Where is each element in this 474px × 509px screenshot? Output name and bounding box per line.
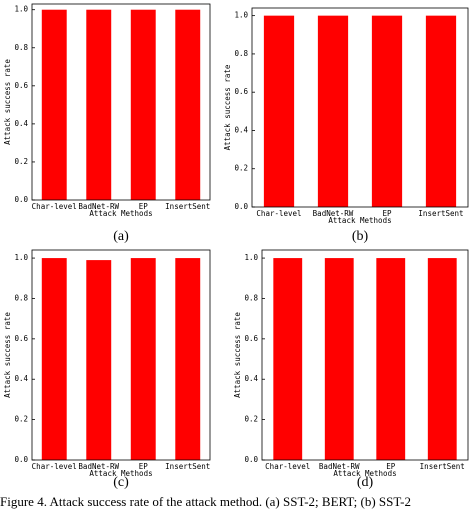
bar [130,9,156,200]
y-tick-label: 0.4 [234,125,248,134]
bar [273,258,303,460]
x-tick-label: BadNet-RW [78,202,119,211]
y-tick-label: 0.6 [14,81,28,90]
panel-label: (c) [113,475,129,490]
y-tick-label: 0.2 [14,415,28,424]
plot-frame [31,3,211,201]
y-tick-label: 0.4 [14,119,28,128]
caption: Figure 4. Attack success rate of the att… [0,494,411,509]
panel-label: (b) [352,229,369,244]
panel-label: (a) [113,229,129,244]
bar [371,15,403,208]
y-tick-label: 0.2 [14,157,28,166]
y-tick-label: 1.0 [234,11,248,20]
y-tick-label: 1.0 [14,5,28,14]
y-axis-label: Attack success rate [3,59,12,145]
panel-label: (d) [357,475,374,490]
y-tick-label: 1.0 [14,253,28,262]
x-tick-label: Char-level [32,462,77,471]
x-tick-label: EP [139,202,149,211]
x-axis-label: Attack Methods [89,209,152,218]
y-tick-label: 0.6 [244,334,258,343]
x-tick-label: InsertSent [418,209,463,218]
bar [376,258,406,460]
x-tick-label: Char-level [256,209,301,218]
y-tick-label: 0.0 [14,455,28,464]
x-tick-label: BadNet-RW [319,462,360,471]
bar [175,9,201,200]
y-tick-label: 0.6 [14,334,28,343]
y-tick-label: 0.8 [234,49,248,58]
y-tick-label: 0.2 [234,164,248,173]
bar [130,258,156,460]
x-axis-label: Attack Methods [333,469,396,478]
y-tick-label: 0.0 [234,202,248,211]
x-tick-label: InsertSent [165,462,210,471]
y-tick-label: 0.8 [14,293,28,302]
x-tick-label: InsertSent [420,462,465,471]
bar [425,15,457,208]
bar [324,258,354,460]
x-tick-label: InsertSent [165,202,210,211]
y-tick-label: 0.6 [234,87,248,96]
bar [86,260,112,460]
y-axis-label: Attack success rate [3,312,12,398]
x-tick-label: BadNet-RW [78,462,119,471]
bar [86,9,112,200]
y-tick-label: 0.8 [14,43,28,52]
y-tick-label: 0.2 [244,415,258,424]
y-tick-label: 0.4 [244,374,258,383]
x-tick-label: BadNet-RW [313,209,354,218]
plot-frame [31,249,211,461]
x-tick-label: EP [382,209,392,218]
y-tick-label: 0.0 [244,455,258,464]
x-tick-label: EP [386,462,396,471]
y-tick-label: 0.4 [14,374,28,383]
bar [427,258,457,460]
x-axis-label: Attack Methods [328,216,391,225]
y-tick-label: 0.0 [14,195,28,204]
bar [41,9,67,200]
y-tick-label: 0.8 [244,293,258,302]
plot-frame [251,7,469,208]
y-axis-label: Attack success rate [223,64,232,150]
x-tick-label: Char-level [265,462,310,471]
bar [41,258,67,460]
bar [175,258,201,460]
x-tick-label: EP [139,462,149,471]
bar [263,15,295,208]
x-tick-label: Char-level [32,202,77,211]
y-axis-label: Attack success rate [233,312,242,398]
x-axis-label: Attack Methods [89,469,152,478]
y-tick-label: 1.0 [244,253,258,262]
bar [317,15,349,208]
plot-frame [261,249,469,461]
